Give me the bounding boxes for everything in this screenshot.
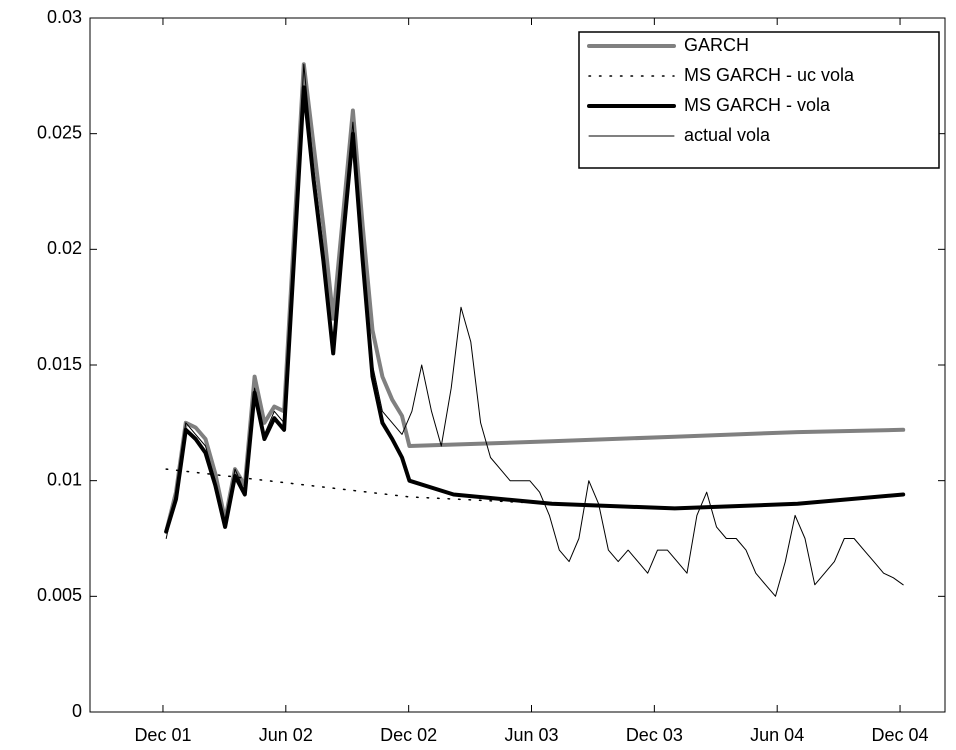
x-tick-label: Dec 01 bbox=[134, 725, 191, 745]
x-tick-label: Dec 04 bbox=[872, 725, 929, 745]
y-tick-label: 0.025 bbox=[37, 122, 82, 142]
x-tick-label: Jun 03 bbox=[504, 725, 558, 745]
x-tick-label: Dec 03 bbox=[626, 725, 683, 745]
series-line bbox=[164, 62, 906, 534]
legend-label: MS GARCH - vola bbox=[684, 95, 831, 115]
y-tick-label: 0.03 bbox=[47, 7, 82, 27]
legend-label: GARCH bbox=[684, 35, 749, 55]
legend-box bbox=[578, 31, 940, 169]
y-tick-label: 0.02 bbox=[47, 238, 82, 258]
x-tick-label: Jun 04 bbox=[750, 725, 804, 745]
legend-label: actual vola bbox=[684, 125, 771, 145]
y-tick-label: 0.015 bbox=[37, 354, 82, 374]
series-line bbox=[164, 85, 906, 534]
legend-label: MS GARCH - uc vola bbox=[684, 65, 855, 85]
x-tick-label: Dec 02 bbox=[380, 725, 437, 745]
y-tick-label: 0.01 bbox=[47, 469, 82, 489]
x-tick-label: Jun 02 bbox=[259, 725, 313, 745]
y-tick-label: 0.005 bbox=[37, 585, 82, 605]
series-line bbox=[165, 63, 904, 597]
y-tick-label: 0 bbox=[72, 701, 82, 721]
